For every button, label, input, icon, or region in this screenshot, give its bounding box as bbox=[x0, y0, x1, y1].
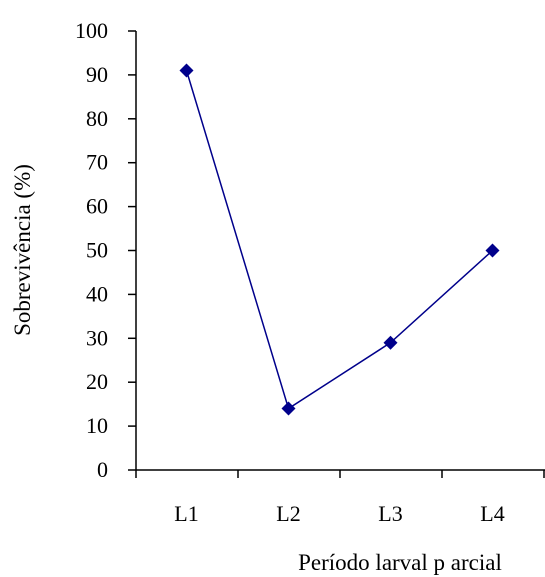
y-tick-label: 30 bbox=[86, 325, 108, 350]
y-tick-label: 10 bbox=[86, 413, 108, 438]
y-axis-title: Sobrevivência (%) bbox=[10, 164, 35, 336]
y-tick-label: 70 bbox=[86, 150, 108, 175]
series-group bbox=[179, 63, 500, 416]
y-tick-label: 90 bbox=[86, 62, 108, 87]
x-category-label: L4 bbox=[480, 501, 504, 526]
y-tick-label: 60 bbox=[86, 194, 108, 219]
x-category-label: L2 bbox=[276, 501, 300, 526]
series-line bbox=[185, 70, 494, 410]
data-point-marker bbox=[383, 335, 398, 350]
data-point-marker bbox=[179, 63, 194, 78]
y-tick-label: 80 bbox=[86, 106, 108, 131]
y-tick-label: 20 bbox=[86, 369, 108, 394]
data-point-marker bbox=[485, 243, 500, 258]
y-axis: 0 10 20 30 40 50 60 70 80 90 100 bbox=[75, 18, 137, 482]
y-tick-label: 100 bbox=[75, 18, 108, 43]
y-tick-label: 40 bbox=[86, 281, 108, 306]
x-category-label: L1 bbox=[174, 501, 198, 526]
x-axis-title: Período larval p arcial bbox=[298, 550, 502, 575]
x-category-label: L3 bbox=[378, 501, 402, 526]
y-tick-label: 50 bbox=[86, 238, 108, 263]
x-axis: L1 L2 L3 L4 bbox=[135, 469, 545, 526]
data-point-marker bbox=[281, 401, 296, 416]
y-tick-label: 0 bbox=[97, 457, 108, 482]
